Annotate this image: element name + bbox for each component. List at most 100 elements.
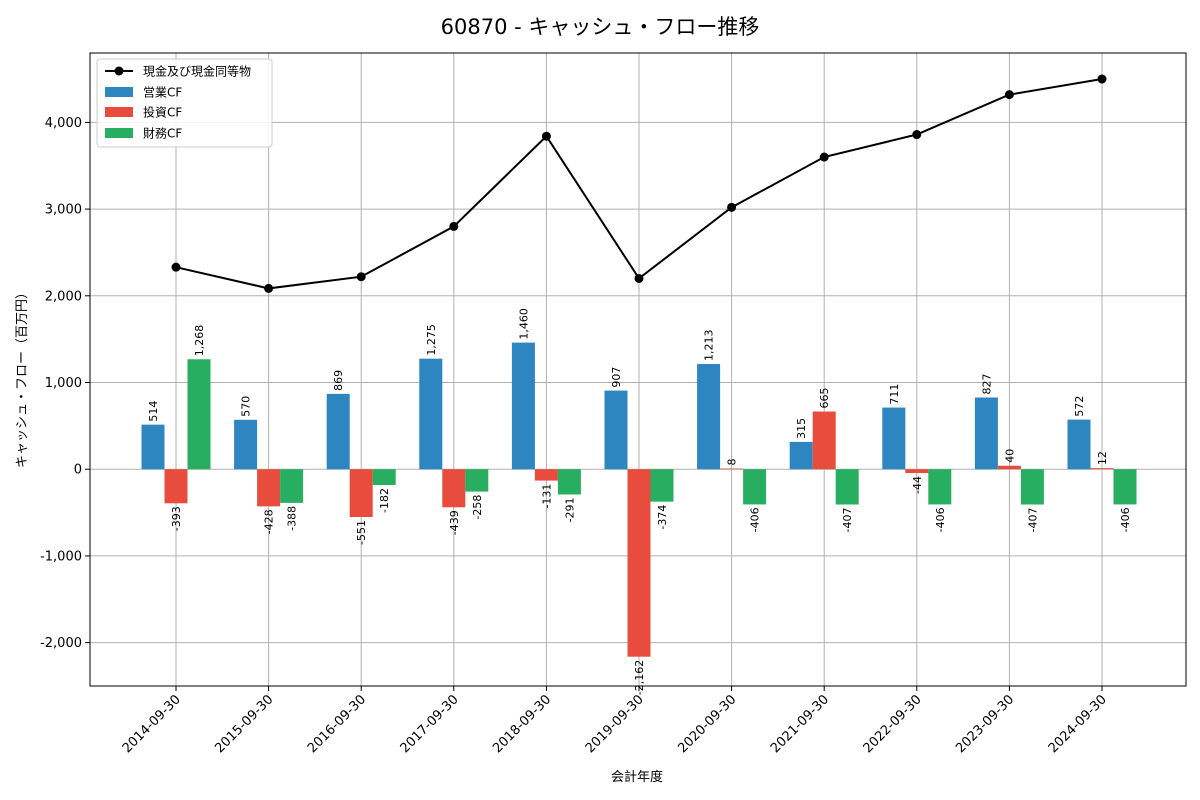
bar-value-label: -406	[934, 507, 947, 532]
bar-value-label: 1,460	[517, 308, 530, 340]
bar-value-label: 1,275	[425, 324, 438, 356]
x-tick-label: 2017-09-30	[398, 692, 462, 756]
x-tick-label: 2014-09-30	[120, 692, 184, 756]
bar	[465, 469, 489, 492]
chart-title: 60870 - キャッシュ・フロー推移	[441, 15, 760, 39]
bar-value-label: -406	[749, 507, 762, 532]
bar-value-label: -407	[841, 508, 854, 533]
cash-line-point	[449, 221, 459, 231]
x-tick-label: 2019-09-30	[583, 692, 647, 756]
bar-value-label: 1,213	[703, 330, 716, 362]
bar	[789, 441, 813, 470]
y-tick-label: 4,000	[45, 116, 82, 131]
cash-line-point	[1097, 74, 1107, 84]
y-tick-label: 0	[74, 463, 82, 478]
bar	[928, 469, 952, 505]
bar	[257, 469, 281, 507]
bar	[511, 342, 535, 470]
bar-value-label: 869	[332, 370, 345, 391]
bar-value-label: 907	[610, 367, 623, 388]
x-tick-label: 2018-09-30	[490, 692, 554, 756]
cash-line-point	[1004, 90, 1014, 100]
x-axis-label: 会計年度	[611, 769, 663, 785]
legend-box	[96, 58, 273, 148]
bar	[1067, 419, 1091, 470]
bar-value-label: -131	[540, 484, 553, 509]
y-tick-label: -1,000	[40, 549, 82, 564]
bar	[974, 397, 998, 470]
bar-value-label: -551	[355, 520, 368, 545]
x-axis: 2014-09-30 2015-09-30 2016-09-30 2017-09-30…	[120, 686, 1110, 756]
cash-line-point	[819, 152, 829, 162]
bar-value-label: -406	[1119, 507, 1132, 532]
x-tick-label: 2024-09-30	[1046, 692, 1110, 756]
bar	[1090, 468, 1114, 470]
y-axis: -2,000 -1,000 0 1,000 2,000 3,000 4,000	[40, 116, 90, 651]
legend-swatch	[105, 128, 133, 138]
bar	[882, 407, 906, 470]
cash-line-point	[912, 130, 922, 140]
bar-value-label: -182	[378, 488, 391, 513]
x-tick-label: 2022-09-30	[861, 692, 925, 756]
x-tick-label: 2016-09-30	[305, 692, 369, 756]
bar	[187, 359, 211, 470]
bar-value-label: -388	[286, 506, 299, 531]
bar-value-label: -393	[170, 506, 183, 531]
cash-line-point	[634, 273, 644, 283]
bar-value-label: -258	[471, 495, 484, 520]
y-tick-label: -2,000	[40, 636, 82, 651]
bar	[835, 469, 859, 505]
bar-value-label: -439	[448, 510, 461, 535]
y-tick-label: 2,000	[45, 289, 82, 304]
bar	[557, 469, 581, 495]
bar-value-label: 315	[795, 418, 808, 439]
bar	[650, 469, 674, 502]
legend-swatch	[105, 87, 133, 97]
bar	[234, 419, 258, 470]
cash-line	[171, 74, 1107, 293]
bar	[1113, 469, 1137, 505]
y-tick-label: 3,000	[45, 203, 82, 218]
x-tick-label: 2023-09-30	[953, 692, 1017, 756]
bar	[697, 364, 721, 470]
bar	[372, 469, 396, 486]
cash-line-point	[727, 202, 737, 212]
bar	[534, 469, 558, 481]
bar	[812, 411, 836, 470]
y-tick-label: 1,000	[45, 376, 82, 391]
bar-value-label: -291	[563, 497, 576, 522]
bar	[419, 358, 443, 470]
cash-line-point	[171, 262, 181, 272]
bars	[141, 342, 1137, 657]
bar	[141, 424, 165, 470]
bar	[1020, 469, 1044, 505]
bar-value-label: -44	[911, 476, 924, 494]
cash-line-point	[356, 272, 366, 282]
bar-value-label: 1,268	[193, 325, 206, 357]
bar	[164, 469, 188, 504]
legend-entry-label: 財務CF	[143, 126, 182, 141]
bar	[627, 469, 651, 657]
grid	[90, 53, 1186, 686]
x-tick-label: 2020-09-30	[675, 692, 739, 756]
bar-value-label: -374	[656, 505, 669, 530]
bar	[326, 393, 350, 470]
bar-value-label: 40	[1003, 449, 1016, 463]
plot-frame	[89, 52, 1187, 687]
legend-entry-label: 現金及び現金同等物	[143, 64, 251, 79]
bar	[743, 469, 767, 505]
bar-value-label: 514	[147, 401, 160, 422]
bar-value-label: -428	[263, 509, 276, 534]
bar-value-label: -407	[1026, 508, 1039, 533]
legend-swatch	[105, 107, 133, 117]
bar-value-label: 711	[888, 384, 901, 405]
legend-line-marker	[114, 66, 124, 76]
bar-value-label: 827	[980, 374, 993, 395]
legend-entry-label: 投資CF	[143, 105, 182, 120]
bar-value-label: 570	[240, 396, 253, 417]
x-tick-label: 2015-09-30	[212, 692, 276, 756]
y-axis-label: キャッシュ・フロー（百万円）	[15, 286, 30, 468]
bar	[905, 469, 929, 474]
